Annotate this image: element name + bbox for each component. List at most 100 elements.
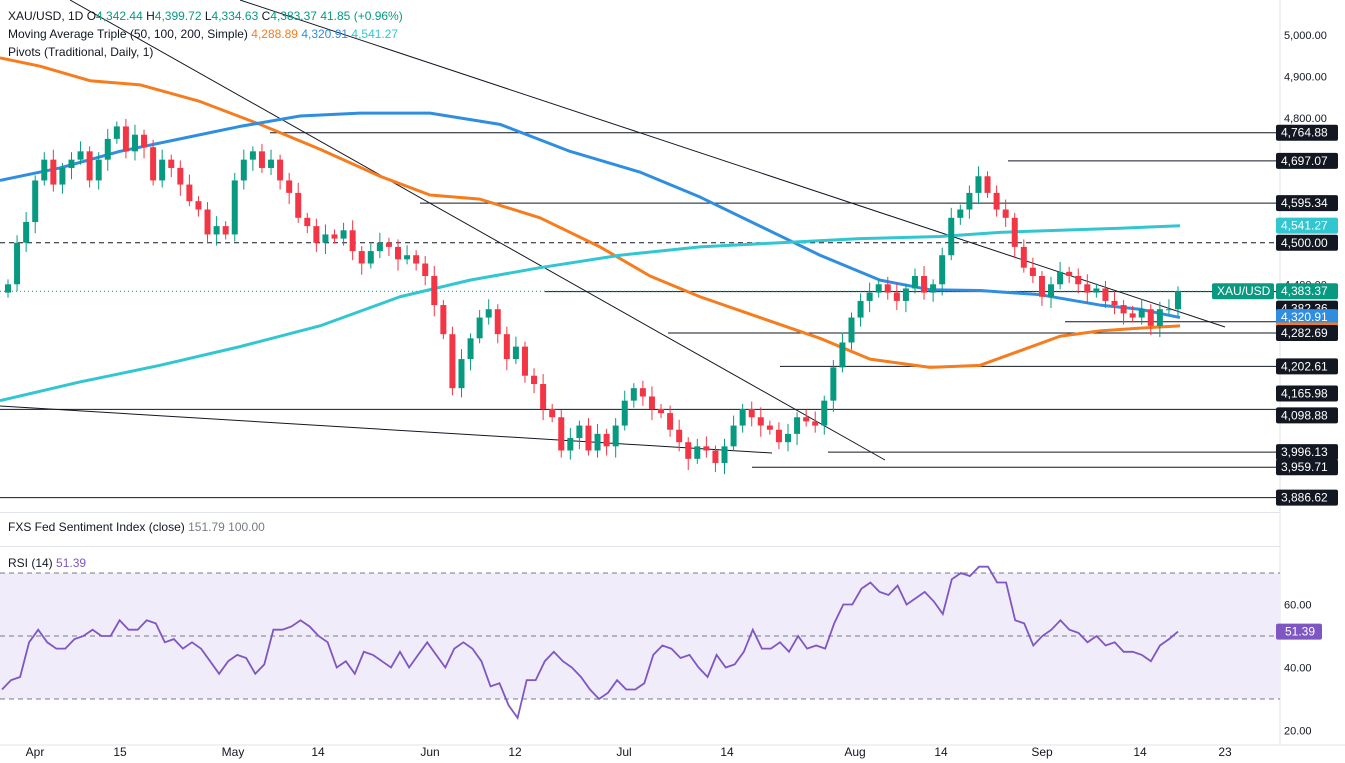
candle <box>576 420 583 450</box>
candle-body <box>304 217 311 227</box>
candle <box>757 407 764 437</box>
candle <box>204 202 211 244</box>
candle-body <box>50 159 57 185</box>
candle <box>404 245 411 265</box>
price-label-bg <box>1276 195 1338 212</box>
candle-body <box>1093 288 1100 293</box>
candle <box>939 247 946 296</box>
symbol-label: XAU/USD, 1D <box>8 9 84 23</box>
candle-body <box>794 417 801 434</box>
candle <box>113 121 120 144</box>
ma100-line <box>0 111 1181 320</box>
trendline <box>69 0 886 461</box>
candle <box>875 279 882 298</box>
candle-body <box>757 417 764 426</box>
candle-body <box>385 242 392 247</box>
candle <box>77 141 84 165</box>
price-label-text: 4,320.91 <box>1281 310 1328 324</box>
price-label: 4,165.98 <box>1276 385 1338 402</box>
candle-body <box>131 134 138 152</box>
price-label-bg <box>1276 459 1338 476</box>
ma200-line <box>0 224 1181 403</box>
candle <box>1075 268 1082 294</box>
candle-body <box>159 159 166 181</box>
candle-body <box>975 176 982 193</box>
candle-body <box>549 408 556 418</box>
candle <box>322 224 329 254</box>
pane-separator <box>0 546 1280 547</box>
candle <box>803 409 810 427</box>
candle <box>431 266 438 317</box>
candle-body <box>993 192 1000 210</box>
candle-body <box>258 151 265 168</box>
candle-body <box>875 284 882 293</box>
candle-body <box>268 159 275 168</box>
candle-body <box>785 433 791 443</box>
ma50-line <box>0 56 1181 369</box>
candle-body <box>621 400 628 426</box>
candle <box>95 152 102 190</box>
candle <box>422 256 429 286</box>
candle-body <box>1129 313 1136 318</box>
time-tick-label: 14 <box>720 745 734 759</box>
candle <box>948 207 955 261</box>
candle-body <box>1138 309 1145 318</box>
price-label-bg <box>1276 309 1338 326</box>
candle <box>1020 239 1027 273</box>
candle <box>775 422 782 450</box>
price-label-text: 3,886.62 <box>1281 491 1328 505</box>
candle-body <box>1048 284 1055 297</box>
candle <box>249 146 256 171</box>
candle-body <box>5 284 11 293</box>
rsi-last-bg <box>1276 623 1322 640</box>
candle <box>676 419 683 452</box>
candle <box>1029 257 1036 284</box>
candle <box>957 204 964 225</box>
price-label: 3,996.13 <box>1276 444 1338 461</box>
candle-body <box>567 438 574 451</box>
candle <box>340 222 347 246</box>
price-label: 4,320.91 <box>1276 309 1338 326</box>
ma-legend: Moving Average Triple (50, 100, 200, Sim… <box>8 27 399 41</box>
candle <box>1147 304 1154 335</box>
candle-body <box>1147 309 1154 326</box>
candle <box>122 118 129 159</box>
candle-body <box>277 159 284 181</box>
price-label: 4,595.34 <box>1276 195 1338 212</box>
price-label-text: 4,202.61 <box>1281 359 1328 373</box>
candle-body <box>939 255 946 285</box>
low-value: 4,334.63 <box>211 9 259 23</box>
candle <box>1093 283 1100 298</box>
price-label-bg <box>1276 283 1338 300</box>
candle-body <box>930 284 937 293</box>
candle <box>603 428 610 456</box>
price-label: 4,764.88 <box>1276 124 1338 141</box>
candle <box>304 212 311 234</box>
candle-body <box>957 209 964 218</box>
candle <box>748 401 755 427</box>
candle-body <box>168 159 175 168</box>
candle <box>68 152 75 180</box>
candle <box>893 282 900 311</box>
candle <box>621 390 628 431</box>
close-value: 4,383.37 <box>270 9 317 23</box>
candle <box>440 300 447 340</box>
candle-body <box>23 221 30 243</box>
candle-body <box>739 408 746 426</box>
candle-body <box>204 209 211 235</box>
candle <box>812 411 819 433</box>
rsi-legend: RSI (14) 51.39 <box>8 556 87 570</box>
candle <box>902 283 909 313</box>
candle <box>993 185 1000 217</box>
price-label-bg <box>1276 358 1338 375</box>
candle <box>141 129 148 159</box>
candle <box>476 310 483 344</box>
candle-body <box>1102 288 1109 301</box>
candle-body <box>884 284 891 293</box>
candle-body <box>812 421 819 426</box>
candle <box>667 405 674 437</box>
candle <box>1120 300 1127 325</box>
candle <box>213 216 220 246</box>
candle <box>503 326 510 371</box>
candle-body <box>503 334 510 360</box>
